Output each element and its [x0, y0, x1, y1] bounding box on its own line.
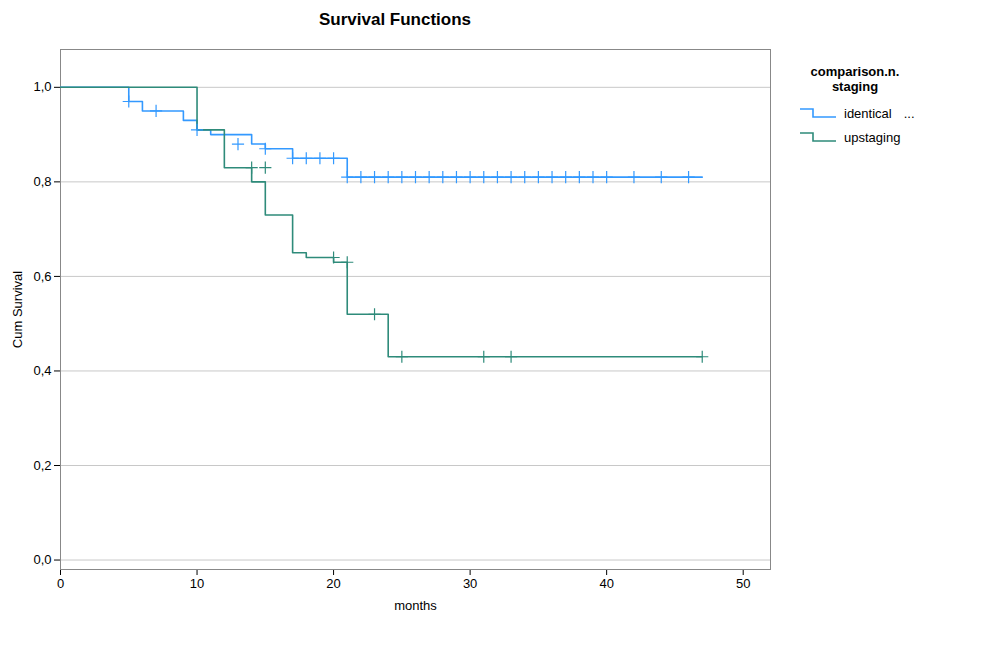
html-text:Survival Functions: Survival Functions: [319, 10, 471, 29]
svg-text:40: 40: [599, 576, 613, 591]
svg-text:20: 20: [326, 576, 340, 591]
html-text:upstaging: upstaging: [844, 129, 901, 145]
html-text:comparison.n. staging: comparison.n. staging: [810, 64, 900, 94]
svg-text:50: 50: [736, 576, 750, 591]
svg-text:months: months: [394, 598, 437, 613]
svg-text:0,8: 0,8: [33, 174, 51, 189]
svg-text:Cum Survival: Cum Survival: [10, 271, 25, 348]
svg-text:0,4: 0,4: [33, 363, 51, 378]
svg-text:0,0: 0,0: [33, 552, 51, 567]
svg-text:0: 0: [57, 576, 64, 591]
svg-text:30: 30: [463, 576, 477, 591]
svg-text:0,2: 0,2: [33, 458, 51, 473]
svg-text:1,0: 1,0: [33, 79, 51, 94]
svg-text:10: 10: [190, 576, 204, 591]
html-text:identical: identical: [844, 105, 892, 121]
svg-text:0,6: 0,6: [33, 269, 51, 284]
